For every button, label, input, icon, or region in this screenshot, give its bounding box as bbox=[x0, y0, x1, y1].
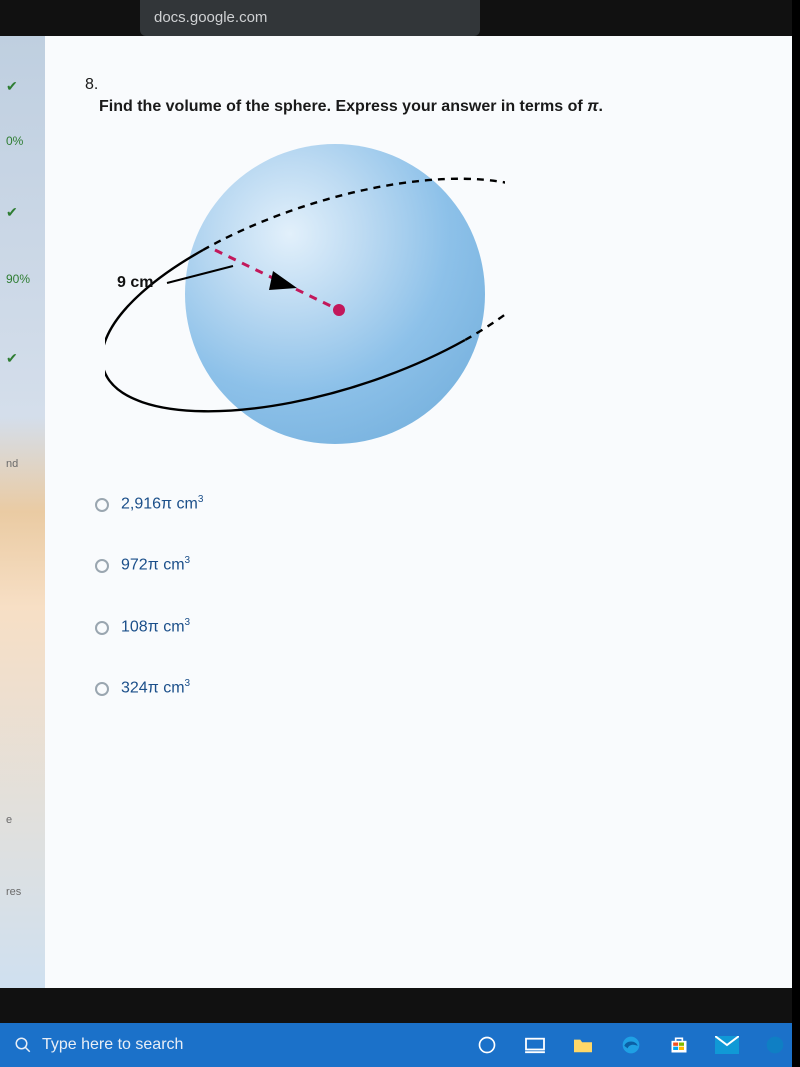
rail-indicator: nd bbox=[6, 458, 18, 470]
option-text: 108π cm3 bbox=[121, 617, 190, 636]
taskbar-search[interactable]: Type here to search bbox=[0, 1023, 280, 1067]
browser-alt-icon[interactable] bbox=[762, 1032, 788, 1058]
answer-options: 2,916π cm3 972π cm3 108π cm3 324π cm3 bbox=[95, 494, 770, 697]
browser-tab[interactable]: docs.google.com bbox=[140, 0, 480, 36]
file-explorer-icon[interactable] bbox=[570, 1032, 596, 1058]
radius-label: 9 cm bbox=[117, 274, 153, 292]
browser-tab-title: docs.google.com bbox=[154, 9, 267, 26]
edge-icon[interactable] bbox=[618, 1032, 644, 1058]
answer-option[interactable]: 972π cm3 bbox=[95, 555, 770, 574]
question-prompt: Find the volume of the sphere. Express y… bbox=[99, 98, 770, 116]
rail-indicator: 90% bbox=[6, 272, 30, 286]
search-placeholder: Type here to search bbox=[42, 1036, 183, 1054]
store-icon[interactable] bbox=[666, 1032, 692, 1058]
rail-indicator: e bbox=[6, 814, 12, 826]
question-number: 8. bbox=[85, 76, 770, 94]
answer-option[interactable]: 2,916π cm3 bbox=[95, 494, 770, 513]
option-text: 2,916π cm3 bbox=[121, 494, 203, 513]
question-panel: 8. Find the volume of the sphere. Expres… bbox=[45, 36, 800, 988]
rail-indicator bbox=[6, 204, 18, 221]
taskbar-icons bbox=[474, 1032, 800, 1058]
radio-icon[interactable] bbox=[95, 559, 109, 573]
rail-indicator: 0% bbox=[6, 134, 23, 148]
sphere-overlay bbox=[105, 134, 505, 464]
cortana-icon[interactable] bbox=[474, 1032, 500, 1058]
radio-icon[interactable] bbox=[95, 621, 109, 635]
radio-icon[interactable] bbox=[95, 682, 109, 696]
sphere-figure: 9 cm bbox=[105, 134, 505, 464]
windows-taskbar[interactable]: Type here to search bbox=[0, 1023, 800, 1067]
radio-icon[interactable] bbox=[95, 498, 109, 512]
monitor-bezel bbox=[792, 0, 800, 1067]
option-text: 324π cm3 bbox=[121, 678, 190, 697]
rail-indicator bbox=[6, 78, 18, 95]
mail-icon[interactable] bbox=[714, 1032, 740, 1058]
answer-option[interactable]: 108π cm3 bbox=[95, 617, 770, 636]
rail-indicator: res bbox=[6, 886, 21, 898]
option-text: 972π cm3 bbox=[121, 555, 190, 574]
quiz-progress-rail: 0% 90% nd e res bbox=[0, 36, 45, 988]
search-icon bbox=[14, 1036, 32, 1054]
rail-indicator bbox=[6, 350, 18, 367]
answer-option[interactable]: 324π cm3 bbox=[95, 678, 770, 697]
task-view-icon[interactable] bbox=[522, 1032, 548, 1058]
